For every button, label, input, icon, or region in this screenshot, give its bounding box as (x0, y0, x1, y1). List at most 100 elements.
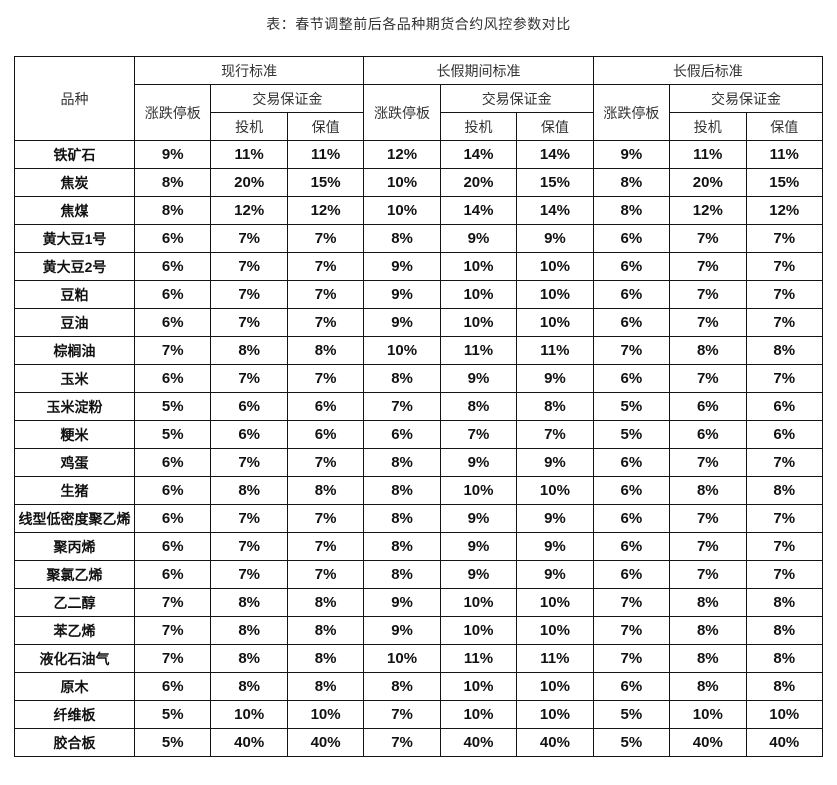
table-body: 铁矿石 9% 11% 11% 12% 14% 14% 9% 11% 11% 焦炭 8% 20% 15% 10… (14, 140, 823, 757)
value-cell: 10% (439, 700, 518, 729)
col-header-price-limit-current: 涨跌停板 (133, 84, 212, 141)
value-cell: 7% (745, 532, 823, 561)
value-cell: 5% (592, 420, 671, 449)
variety-name: 苯乙烯 (14, 616, 135, 645)
value-cell: 6% (363, 420, 441, 449)
value-cell: 6% (592, 672, 671, 701)
value-cell: 9% (439, 364, 518, 393)
value-cell: 7% (210, 560, 288, 589)
variety-name: 豆粕 (14, 280, 135, 309)
value-cell: 8% (363, 476, 441, 505)
value-cell: 6% (133, 308, 212, 337)
value-cell: 7% (210, 308, 288, 337)
header-row-groups: 品种 现行标准 长假期间标准 长假后标准 (14, 56, 824, 141)
value-cell: 12% (210, 196, 288, 225)
value-cell: 10% (439, 308, 518, 337)
value-cell: 10% (363, 336, 441, 365)
value-cell: 10% (516, 700, 594, 729)
value-cell: 8% (286, 588, 365, 617)
group-header-post-holiday-standard: 长假后标准 (592, 56, 824, 85)
value-cell: 7% (210, 504, 288, 533)
table-row: 黄大豆2号 6% 7% 7% 9% 10% 10% 6% 7% 7% (14, 252, 823, 281)
value-cell: 9% (516, 560, 594, 589)
value-cell: 9% (516, 532, 594, 561)
value-cell: 8% (363, 224, 441, 253)
value-cell: 7% (439, 420, 518, 449)
value-cell: 8% (286, 616, 365, 645)
variety-name: 玉米淀粉 (14, 392, 135, 421)
value-cell: 7% (286, 532, 365, 561)
value-cell: 10% (516, 280, 594, 309)
value-cell: 8% (745, 336, 823, 365)
value-cell: 7% (286, 448, 365, 477)
value-cell: 9% (516, 364, 594, 393)
value-cell: 10% (745, 700, 823, 729)
value-cell: 10% (363, 196, 441, 225)
col-header-speculation-post: 投机 (669, 112, 747, 141)
value-cell: 7% (286, 308, 365, 337)
value-cell: 7% (516, 420, 594, 449)
value-cell: 8% (745, 672, 823, 701)
value-cell: 6% (133, 252, 212, 281)
value-cell: 7% (363, 728, 441, 757)
value-cell: 7% (669, 560, 747, 589)
value-cell: 10% (439, 672, 518, 701)
variety-name: 鸡蛋 (14, 448, 135, 477)
table-row: 苯乙烯 7% 8% 8% 9% 10% 10% 7% 8% 8% (14, 616, 823, 645)
value-cell: 8% (363, 504, 441, 533)
value-cell: 7% (745, 308, 823, 337)
value-cell: 11% (286, 140, 365, 169)
value-cell: 9% (133, 140, 212, 169)
value-cell: 6% (133, 364, 212, 393)
value-cell: 6% (592, 280, 671, 309)
value-cell: 8% (363, 560, 441, 589)
value-cell: 7% (669, 280, 747, 309)
value-cell: 7% (745, 448, 823, 477)
value-cell: 11% (439, 644, 518, 673)
value-cell: 8% (286, 672, 365, 701)
value-cell: 7% (745, 252, 823, 281)
value-cell: 7% (669, 224, 747, 253)
value-cell: 9% (439, 560, 518, 589)
value-cell: 7% (363, 392, 441, 421)
col-header-margin-current: 交易保证金 (210, 84, 365, 113)
value-cell: 8% (286, 476, 365, 505)
variety-name: 黄大豆1号 (14, 224, 135, 253)
value-cell: 10% (439, 476, 518, 505)
col-header-hedging-current: 保值 (286, 112, 365, 141)
col-header-price-limit-holiday: 涨跌停板 (363, 84, 441, 141)
value-cell: 6% (592, 308, 671, 337)
value-cell: 40% (210, 728, 288, 757)
variety-name: 胶合板 (14, 728, 135, 757)
value-cell: 7% (745, 280, 823, 309)
variety-name: 焦炭 (14, 168, 135, 197)
table-row: 线型低密度聚乙烯 6% 7% 7% 8% 9% 9% 6% 7% 7% (14, 504, 823, 533)
value-cell: 40% (286, 728, 365, 757)
value-cell: 7% (210, 224, 288, 253)
value-cell: 14% (516, 196, 594, 225)
table-row: 豆粕 6% 7% 7% 9% 10% 10% 6% 7% 7% (14, 280, 823, 309)
value-cell: 9% (363, 588, 441, 617)
col-header-price-limit-post: 涨跌停板 (592, 84, 671, 141)
value-cell: 6% (133, 504, 212, 533)
value-cell: 6% (133, 532, 212, 561)
value-cell: 8% (210, 588, 288, 617)
value-cell: 7% (210, 448, 288, 477)
value-cell: 8% (745, 476, 823, 505)
value-cell: 5% (592, 728, 671, 757)
value-cell: 8% (669, 476, 747, 505)
value-cell: 8% (210, 616, 288, 645)
value-cell: 10% (363, 168, 441, 197)
value-cell: 7% (669, 364, 747, 393)
value-cell: 6% (592, 224, 671, 253)
value-cell: 6% (669, 392, 747, 421)
value-cell: 5% (133, 700, 212, 729)
value-cell: 8% (210, 672, 288, 701)
value-cell: 8% (516, 392, 594, 421)
variety-name: 黄大豆2号 (14, 252, 135, 281)
table-row: 乙二醇 7% 8% 8% 9% 10% 10% 7% 8% 8% (14, 588, 823, 617)
value-cell: 10% (669, 700, 747, 729)
value-cell: 10% (286, 700, 365, 729)
table-caption: 表：春节调整前后各品种期货合约风控参数对比 (266, 16, 571, 32)
table-row: 玉米淀粉 5% 6% 6% 7% 8% 8% 5% 6% 6% (14, 392, 823, 421)
